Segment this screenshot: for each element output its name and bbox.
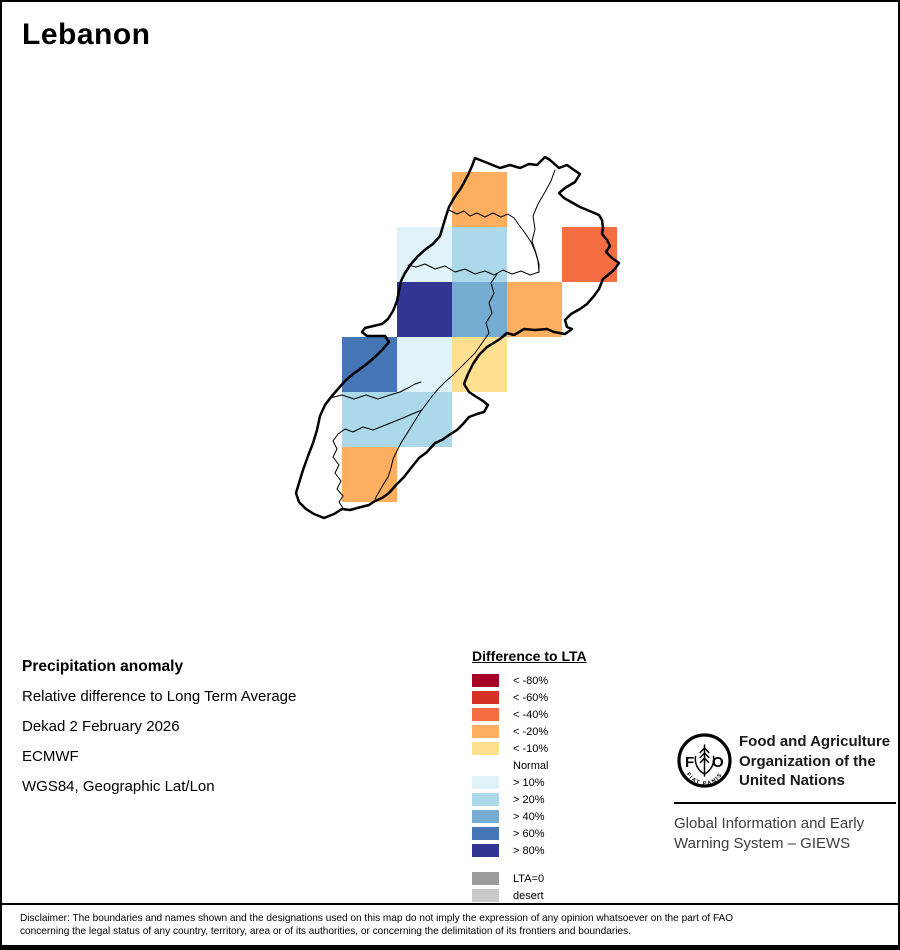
- anomaly-cell: [397, 337, 452, 392]
- country-outline: [294, 155, 621, 520]
- legend-label: desert: [513, 889, 544, 902]
- anomaly-cell: [397, 392, 452, 447]
- map-subject: Precipitation anomaly: [22, 658, 184, 675]
- legend-label: < -80%: [513, 674, 549, 687]
- legend-label: < -20%: [513, 725, 549, 738]
- legend-rows: < -80% < -60% < -40% < -20% < -10% Normal > 10…: [472, 672, 587, 904]
- fao-org-line3: United Nations: [739, 772, 845, 789]
- legend-label: > 20%: [513, 793, 545, 806]
- page-title: Lebanon: [22, 18, 151, 51]
- legend-row: > 20%: [472, 791, 587, 808]
- anomaly-cell: [452, 337, 507, 392]
- legend-swatch: [472, 889, 499, 902]
- map-period: Dekad 2 February 2026: [22, 718, 180, 735]
- map-description: Relative difference to Long Term Average: [22, 688, 297, 705]
- legend-row: desert: [472, 887, 587, 904]
- legend-row: LTA=0: [472, 870, 587, 887]
- giews-label: Global Information and Early Warning Sys…: [674, 814, 864, 854]
- anomaly-cell: [452, 227, 507, 282]
- legend-swatch: [472, 872, 499, 885]
- wheat-ear-icon: [694, 744, 715, 777]
- legend-row: > 40%: [472, 808, 587, 825]
- legend-row: < -10%: [472, 740, 587, 757]
- fao-org-line2: Organization of the: [739, 752, 876, 770]
- fao-emblem-letter-o: O: [712, 754, 724, 771]
- brand-divider: [674, 802, 896, 804]
- map-info-block: Precipitation anomaly Relative differenc…: [22, 652, 296, 802]
- legend-label: > 10%: [513, 776, 545, 789]
- legend-swatch: [472, 742, 499, 755]
- legend-row: Normal: [472, 757, 587, 774]
- anomaly-cell: [507, 282, 562, 337]
- legend-label: Normal: [513, 759, 549, 772]
- legend-row: > 80%: [472, 842, 587, 859]
- legend-label: > 60%: [513, 827, 545, 840]
- legend-row: < -60%: [472, 689, 587, 706]
- legend-row: < -80%: [472, 672, 587, 689]
- legend-row: < -20%: [472, 723, 587, 740]
- giews-line1: Global Information and Early: [674, 815, 865, 832]
- anomaly-cell: [397, 282, 452, 337]
- fao-emblem-letter-f: F: [685, 754, 694, 771]
- data-source: ECMWF: [22, 748, 79, 765]
- legend-label: < -60%: [513, 691, 549, 704]
- legend-row: > 60%: [472, 825, 587, 842]
- map-grid-cells: [342, 172, 617, 502]
- legend-swatch: [472, 827, 499, 840]
- giews-line2: Warning System – GIEWS: [674, 835, 851, 852]
- projection: WGS84, Geographic Lat/Lon: [22, 778, 215, 795]
- anomaly-cell: [452, 172, 507, 227]
- legend-swatch: [472, 810, 499, 823]
- anomaly-cell: [342, 337, 397, 392]
- legend-title: Difference to LTA: [472, 648, 587, 664]
- disclaimer-line1: Disclaimer: The boundaries and names sho…: [20, 912, 734, 924]
- legend-label: < -10%: [513, 742, 549, 755]
- legend-swatch: [472, 691, 499, 704]
- fao-org-name: Food and Agriculture Organization of the…: [739, 732, 890, 791]
- legend-swatch: [472, 844, 499, 857]
- legend-swatch: [472, 674, 499, 687]
- fao-org-line1: Food and Agriculture: [739, 733, 891, 750]
- admin-boundaries: [329, 169, 556, 509]
- disclaimer-divider: [2, 903, 898, 905]
- legend: Difference to LTA < -80% < -60% < -40% < -2…: [472, 648, 587, 904]
- legend-swatch: [472, 708, 499, 721]
- legend-label: > 40%: [513, 810, 545, 823]
- anomaly-cell: [452, 282, 507, 337]
- disclaimer: Disclaimer: The boundaries and names sho…: [20, 912, 865, 938]
- legend-label: > 80%: [513, 844, 545, 857]
- legend-row: > 10%: [472, 774, 587, 791]
- anomaly-cell: [342, 392, 397, 447]
- legend-swatch: [472, 776, 499, 789]
- legend-row: < -40%: [472, 706, 587, 723]
- legend-label: < -40%: [513, 708, 549, 721]
- legend-swatch: [472, 725, 499, 738]
- fao-logo-icon: F O FIAT PANIS: [677, 733, 732, 788]
- legend-label: LTA=0: [513, 872, 545, 885]
- disclaimer-line2: concerning the legal status of any count…: [20, 925, 631, 937]
- legend-swatch: [472, 793, 499, 806]
